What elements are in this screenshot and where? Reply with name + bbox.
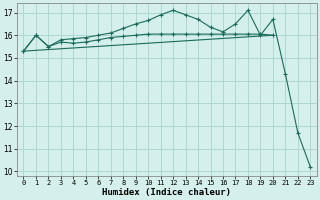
X-axis label: Humidex (Indice chaleur): Humidex (Indice chaleur) (102, 188, 231, 197)
